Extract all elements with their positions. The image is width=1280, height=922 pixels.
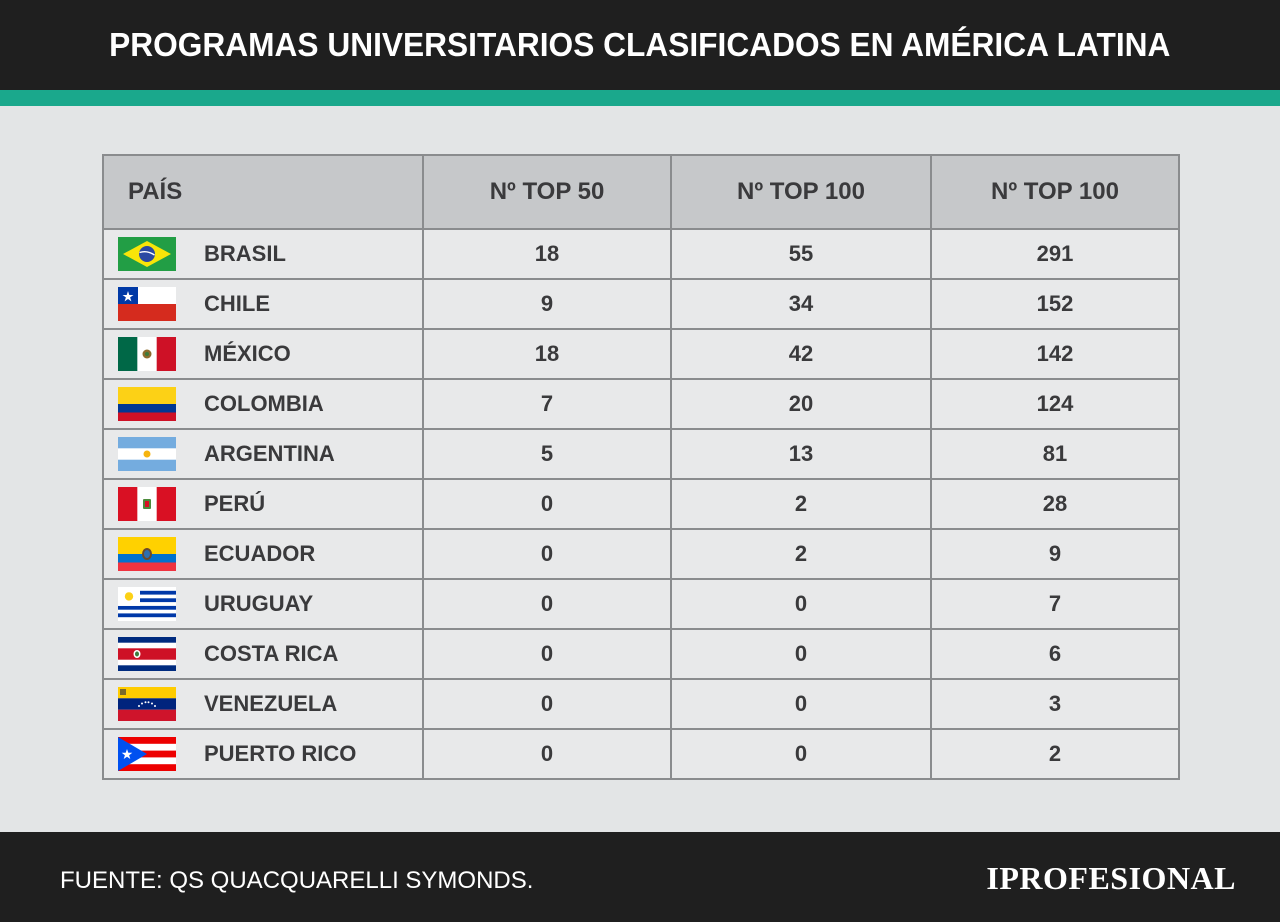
ecuador-flag-icon xyxy=(118,537,176,571)
country-cell: URUGUAY xyxy=(102,578,424,630)
country-name: PERÚ xyxy=(204,491,266,516)
top50-count: 7 xyxy=(422,378,672,430)
footer-bar: FUENTE: QS QUACQUARELLI SYMONDS. IPROFES… xyxy=(0,832,1280,922)
table-row: COLOMBIA 7 20 124 xyxy=(102,378,1180,430)
table-row: COSTA RICA 0 0 6 xyxy=(102,628,1180,680)
top100-total-count: 28 xyxy=(930,478,1180,530)
mexico-flag-icon xyxy=(118,337,176,371)
top50-count: 0 xyxy=(422,478,672,530)
column-header-top100-total: Nº TOP 100 xyxy=(930,154,1180,230)
top100-count: 0 xyxy=(670,628,932,680)
table-row: VENEZUELA 0 0 3 xyxy=(102,678,1180,730)
column-header-top100: Nº TOP 100 xyxy=(670,154,932,230)
country-cell: ECUADOR xyxy=(102,528,424,580)
top50-count: 9 xyxy=(422,278,672,330)
table-row: CHILE 9 34 152 xyxy=(102,278,1180,330)
table-row: PUERTO RICO 0 0 2 xyxy=(102,728,1180,780)
top50-count: 18 xyxy=(422,228,672,280)
country-cell: COLOMBIA xyxy=(102,378,424,430)
source-note: FUENTE: QS QUACQUARELLI SYMONDS. xyxy=(60,867,534,894)
table-row: ECUADOR 0 2 9 xyxy=(102,528,1180,580)
table-row: URUGUAY 0 0 7 xyxy=(102,578,1180,630)
iprofesional-logo: IPROFESIONAL xyxy=(986,860,1236,896)
column-header-top50: Nº TOP 50 xyxy=(422,154,672,230)
top100-count: 34 xyxy=(670,278,932,330)
top100-count: 0 xyxy=(670,728,932,780)
top100-total-count: 3 xyxy=(930,678,1180,730)
chile-flag-icon xyxy=(118,287,176,321)
top100-total-count: 291 xyxy=(930,228,1180,280)
country-cell: MÉXICO xyxy=(102,328,424,380)
costa-rica-flag-icon xyxy=(118,637,176,671)
table-row: PERÚ 0 2 28 xyxy=(102,478,1180,530)
country-name: ECUADOR xyxy=(204,541,316,566)
top100-total-count: 9 xyxy=(930,528,1180,580)
venezuela-flag-icon xyxy=(118,687,176,721)
top100-count: 13 xyxy=(670,428,932,480)
country-cell: CHILE xyxy=(102,278,424,330)
country-cell: PUERTO RICO xyxy=(102,728,424,780)
top100-count: 55 xyxy=(670,228,932,280)
page-title: PROGRAMAS UNIVERSITARIOS CLASIFICADOS EN… xyxy=(109,26,1171,63)
top100-total-count: 152 xyxy=(930,278,1180,330)
table-row: ARGENTINA 5 13 81 xyxy=(102,428,1180,480)
top50-count: 0 xyxy=(422,728,672,780)
top100-total-count: 142 xyxy=(930,328,1180,380)
top50-count: 5 xyxy=(422,428,672,480)
country-name: PUERTO RICO xyxy=(204,741,357,766)
country-name: ARGENTINA xyxy=(204,441,335,466)
top100-total-count: 81 xyxy=(930,428,1180,480)
country-cell: ARGENTINA xyxy=(102,428,424,480)
country-name: COLOMBIA xyxy=(204,391,324,416)
top100-count: 20 xyxy=(670,378,932,430)
top50-count: 0 xyxy=(422,578,672,630)
top100-count: 42 xyxy=(670,328,932,380)
country-cell: VENEZUELA xyxy=(102,678,424,730)
puerto-rico-flag-icon xyxy=(118,737,176,771)
top50-count: 0 xyxy=(422,678,672,730)
country-name: MÉXICO xyxy=(204,341,291,366)
top50-count: 0 xyxy=(422,528,672,580)
top100-total-count: 2 xyxy=(930,728,1180,780)
country-cell: BRASIL xyxy=(102,228,424,280)
top50-count: 0 xyxy=(422,628,672,680)
ranking-table: PAÍS Nº TOP 50 Nº TOP 100 Nº TOP 100 BRA… xyxy=(102,154,1180,780)
brazil-flag-icon xyxy=(118,237,176,271)
country-name: CHILE xyxy=(204,291,270,316)
top100-count: 2 xyxy=(670,478,932,530)
top100-count: 0 xyxy=(670,678,932,730)
table-row: BRASIL 18 55 291 xyxy=(102,228,1180,280)
table-header-row: PAÍS Nº TOP 50 Nº TOP 100 Nº TOP 100 xyxy=(102,154,1180,230)
top50-count: 18 xyxy=(422,328,672,380)
colombia-flag-icon xyxy=(118,387,176,421)
top100-total-count: 6 xyxy=(930,628,1180,680)
country-name: URUGUAY xyxy=(204,591,314,616)
peru-flag-icon xyxy=(118,487,176,521)
country-name: BRASIL xyxy=(204,241,286,266)
country-cell: PERÚ xyxy=(102,478,424,530)
header-bar: PROGRAMAS UNIVERSITARIOS CLASIFICADOS EN… xyxy=(0,0,1280,90)
top100-count: 0 xyxy=(670,578,932,630)
country-name: VENEZUELA xyxy=(204,691,338,716)
argentina-flag-icon xyxy=(118,437,176,471)
top100-total-count: 124 xyxy=(930,378,1180,430)
table-row: MÉXICO 18 42 142 xyxy=(102,328,1180,380)
country-cell: COSTA RICA xyxy=(102,628,424,680)
ranking-table-container: PAÍS Nº TOP 50 Nº TOP 100 Nº TOP 100 BRA… xyxy=(102,154,1180,780)
uruguay-flag-icon xyxy=(118,587,176,621)
top100-total-count: 7 xyxy=(930,578,1180,630)
country-name: COSTA RICA xyxy=(204,641,339,666)
accent-stripe xyxy=(0,90,1280,106)
column-header-pais: PAÍS xyxy=(102,154,424,230)
top100-count: 2 xyxy=(670,528,932,580)
